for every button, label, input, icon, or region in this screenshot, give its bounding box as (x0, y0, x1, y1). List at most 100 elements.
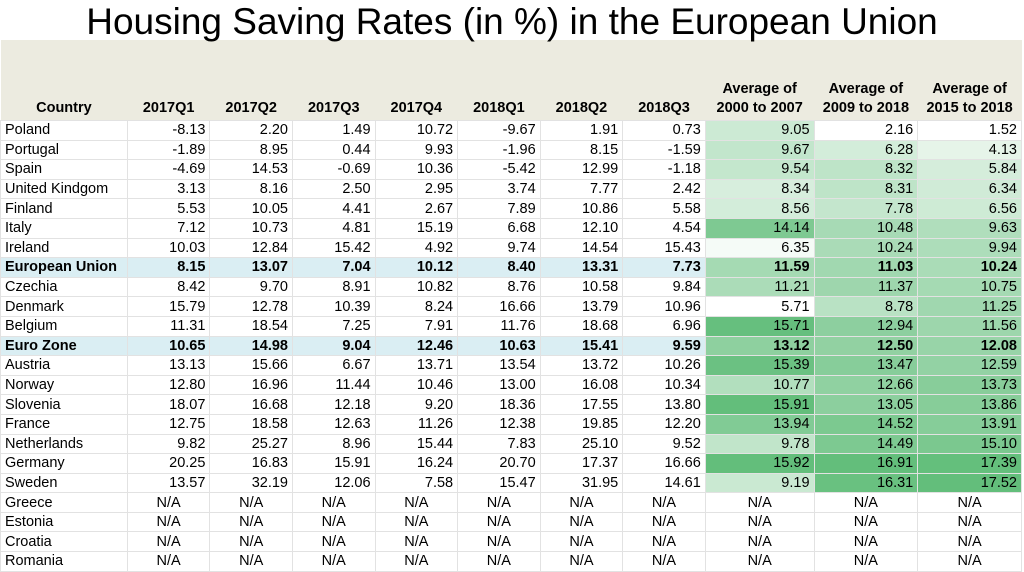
value-cell: 14.54 (539, 237, 624, 259)
value-cell: 10.46 (374, 374, 459, 396)
country-cell: Czechia (0, 276, 128, 298)
value-cell: N/A (539, 531, 624, 553)
value-cell: 5.71 (704, 296, 815, 317)
value-cell: 4.41 (291, 198, 376, 219)
value-cell: 14.53 (209, 159, 293, 180)
value-cell: 8.31 (813, 178, 919, 200)
value-cell: N/A (126, 551, 211, 572)
value-cell: N/A (457, 531, 541, 553)
value-cell: 10.34 (622, 374, 706, 396)
value-cell: N/A (704, 551, 815, 572)
value-cell: 11.37 (813, 276, 919, 298)
country-cell: Austria (0, 355, 128, 376)
value-cell: 14.98 (209, 335, 293, 357)
value-cell: N/A (374, 492, 459, 513)
column-header: Average of 2009 to 2018 (814, 40, 918, 121)
value-cell: 7.58 (374, 472, 459, 494)
table-row: Finland 5.53 10.05 4.41 2.67 7.89 10.86 5.58 8.5… (0, 198, 1022, 219)
value-cell: 9.70 (209, 276, 293, 298)
value-cell: 9.74 (457, 237, 541, 259)
column-header: Average of 2000 to 2007 (705, 40, 815, 121)
country-cell: Estonia (0, 511, 128, 533)
column-header: 2018Q1 (457, 40, 541, 121)
value-cell: -1.18 (622, 159, 706, 180)
value-cell: 10.96 (622, 296, 706, 317)
value-cell: N/A (209, 492, 293, 513)
value-cell: 7.77 (539, 178, 624, 200)
value-cell: 10.77 (704, 374, 815, 396)
country-cell: Greece (0, 492, 128, 513)
value-cell: 17.52 (917, 472, 1022, 494)
value-cell: 12.80 (126, 374, 211, 396)
value-cell: -8.13 (126, 120, 211, 141)
value-cell: 17.39 (917, 453, 1022, 474)
table-row: European Union 8.15 13.07 7.04 10.12 8.40 13.3… (0, 257, 1022, 278)
table-row: Czechia 8.42 9.70 8.91 10.82 8.76 10.58 9.84 11.… (0, 276, 1022, 298)
value-cell: N/A (291, 551, 376, 572)
value-cell: 13.71 (374, 355, 459, 376)
value-cell: 9.78 (704, 433, 815, 455)
table-row: Belgium 11.31 18.54 7.25 7.91 11.76 18.68 6.96 1… (0, 315, 1022, 337)
value-cell: 16.66 (622, 453, 706, 474)
value-cell: 13.79 (539, 296, 624, 317)
country-cell: Finland (0, 198, 128, 219)
value-cell: 12.08 (917, 335, 1022, 357)
value-cell: 10.24 (813, 237, 919, 259)
value-cell: 13.73 (917, 374, 1022, 396)
country-cell: Slovenia (0, 394, 128, 415)
value-cell: 11.44 (291, 374, 376, 396)
country-cell: Romania (0, 551, 128, 572)
value-cell: N/A (704, 511, 815, 533)
value-cell: N/A (291, 511, 376, 533)
value-cell: 13.72 (539, 355, 624, 376)
value-cell: 6.28 (813, 139, 919, 161)
value-cell: N/A (209, 531, 293, 553)
value-cell: 16.24 (374, 453, 459, 474)
value-cell: N/A (539, 511, 624, 533)
country-cell: Sweden (0, 472, 128, 494)
value-cell: 10.73 (209, 217, 293, 239)
value-cell: 9.63 (917, 217, 1022, 239)
value-cell: 15.42 (291, 237, 376, 259)
value-cell: 13.86 (917, 394, 1022, 415)
value-cell: -0.69 (291, 159, 376, 180)
value-cell: N/A (209, 511, 293, 533)
value-cell: 12.10 (539, 217, 624, 239)
value-cell: 15.47 (457, 472, 541, 494)
value-cell: N/A (622, 531, 706, 553)
value-cell: 15.91 (704, 394, 815, 415)
value-cell: 9.93 (374, 139, 459, 161)
column-header: Country (0, 40, 128, 121)
value-cell: 8.95 (209, 139, 293, 161)
value-cell: 10.24 (917, 257, 1022, 278)
value-cell: 12.84 (209, 237, 293, 259)
value-cell: 9.54 (704, 159, 815, 180)
value-cell: N/A (539, 551, 624, 572)
value-cell: 13.12 (704, 335, 815, 357)
table-row: Denmark 15.79 12.78 10.39 8.24 16.66 13.79 10.9… (0, 296, 1022, 317)
value-cell: 9.94 (917, 237, 1022, 259)
value-cell: 13.05 (813, 394, 919, 415)
value-cell: N/A (704, 492, 815, 513)
value-cell: 8.42 (126, 276, 211, 298)
value-cell: 12.20 (622, 413, 706, 435)
value-cell: N/A (457, 511, 541, 533)
value-cell: 2.67 (374, 198, 459, 219)
value-cell: 7.78 (813, 198, 919, 219)
value-cell: 13.54 (457, 355, 541, 376)
column-header: 2017Q4 (375, 40, 458, 121)
value-cell: N/A (457, 492, 541, 513)
value-cell: 25.10 (539, 433, 624, 455)
country-cell: European Union (0, 257, 128, 278)
value-cell: -1.96 (457, 139, 541, 161)
value-cell: 0.73 (622, 120, 706, 141)
value-cell: 8.24 (374, 296, 459, 317)
value-cell: 12.38 (457, 413, 541, 435)
value-cell: N/A (622, 492, 706, 513)
value-cell: N/A (813, 531, 919, 553)
value-cell: N/A (374, 531, 459, 553)
table-row: Croatia N/A N/A N/A N/A N/A N/A N/A N/A N/A N/A (0, 531, 1022, 553)
value-cell: N/A (209, 551, 293, 572)
value-cell: 10.48 (813, 217, 919, 239)
value-cell: 20.70 (457, 453, 541, 474)
